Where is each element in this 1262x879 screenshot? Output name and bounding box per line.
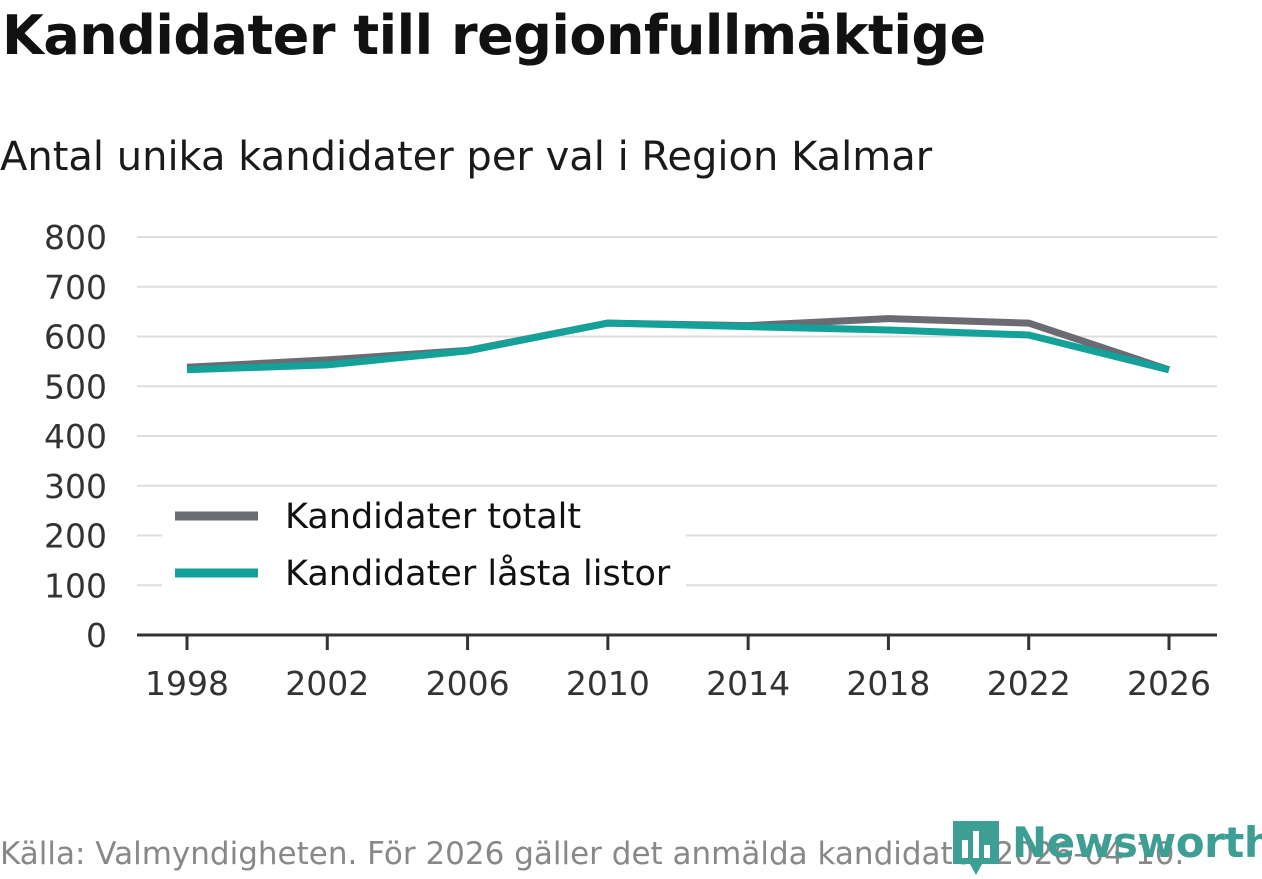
gridlines	[137, 236, 1217, 587]
x-tick-label: 2002	[285, 664, 369, 703]
legend-box	[162, 488, 686, 598]
x-axis: 1998 2002 2006 2010 2014 2018 2022 2026	[137, 633, 1217, 703]
series-line-lasta-listor	[186, 319, 1170, 374]
legend: Kandidater totalt Kandidater låsta listor	[162, 488, 686, 598]
newsworthy-logo-icon	[953, 821, 999, 875]
chart-title: Kandidater till regionfullmäktige	[2, 4, 986, 67]
y-tick-label: 800	[44, 218, 107, 257]
y-tick-label: 400	[44, 417, 107, 456]
x-tick-label: 2014	[706, 664, 790, 703]
legend-label: Kandidater totalt	[285, 497, 581, 537]
x-tick-label: 2026	[1127, 664, 1211, 703]
y-tick-label: 100	[44, 566, 107, 605]
brand-logo: Newsworthy	[950, 818, 1262, 878]
y-tick-label: 500	[44, 367, 107, 406]
x-tick-label: 2010	[566, 664, 650, 703]
y-tick-label: 300	[44, 467, 107, 506]
chart-subtitle: Antal unika kandidater per val i Region …	[0, 134, 933, 180]
x-tick-label: 2022	[987, 664, 1071, 703]
y-axis-ticks: 0 100 200 300 400 500 600 700 800	[44, 218, 107, 655]
series-lines	[186, 315, 1171, 374]
y-tick-label: 700	[44, 268, 107, 307]
y-tick-label: 200	[44, 517, 107, 556]
x-tick-label: 2006	[426, 664, 510, 703]
x-tick-label: 1998	[145, 664, 229, 703]
x-tick-label: 2018	[846, 664, 930, 703]
y-tick-label: 600	[44, 318, 107, 357]
brand-name: Newsworthy	[1012, 818, 1262, 867]
legend-label: Kandidater låsta listor	[285, 553, 671, 594]
y-tick-label: 0	[86, 616, 107, 655]
